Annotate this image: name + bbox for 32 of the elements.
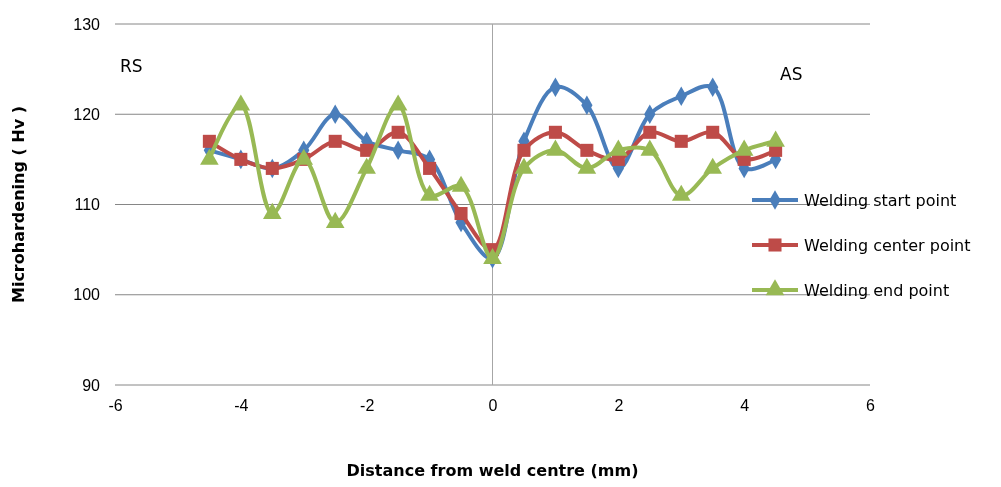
x-tick-label: -6 [108,397,123,415]
y-tick-label: 110 [74,196,101,214]
y-axis-title: Microhardening ( Hv ) [9,105,28,304]
point [454,207,468,221]
x-tick-label: 2 [614,397,624,415]
annotation: AS [780,64,803,84]
legend-label: Welding end point [804,281,950,300]
point [360,143,374,157]
x-tick-label: 6 [866,397,876,415]
annotation: RS [120,56,143,76]
legend-label: Welding center point [804,236,971,255]
y-tick-label: 130 [73,15,101,33]
point [548,125,562,139]
y-tick-label: 100 [73,286,101,304]
point [706,125,720,139]
point [234,152,248,166]
x-tick-label: -4 [234,397,249,415]
point [580,143,594,157]
x-tick-label: 4 [740,397,750,415]
x-axis-title: Distance from weld centre (mm) [346,461,639,480]
point [328,134,342,148]
x-tick-label: 0 [488,397,498,415]
y-tick-label: 120 [73,105,101,123]
legend-label: Welding start point [804,191,957,210]
point [265,161,279,175]
y-tick-label: 90 [82,376,101,394]
point [391,125,405,139]
point [643,125,657,139]
x-tick-label: -2 [360,397,375,415]
point [423,161,437,175]
point [517,143,531,157]
point [674,134,688,148]
